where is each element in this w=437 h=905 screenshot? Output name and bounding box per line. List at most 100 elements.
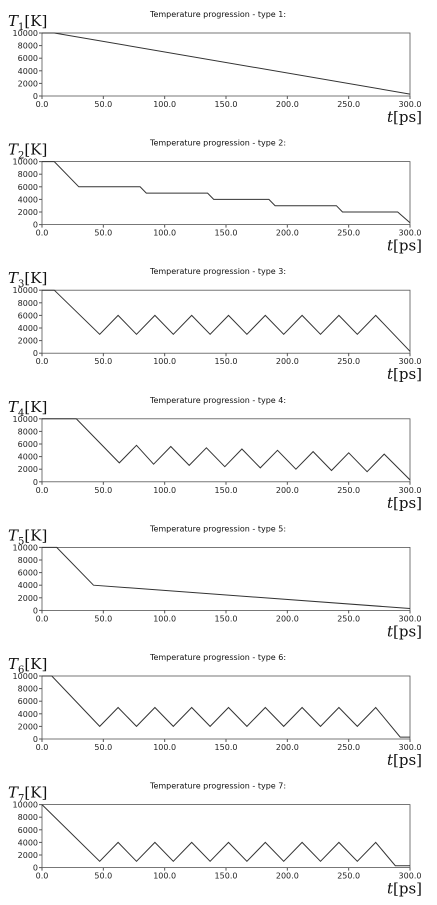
x-tick-label: 0.0 <box>36 872 49 881</box>
x-tick-label: 0.0 <box>36 357 49 366</box>
y-label-subscript: 6 <box>18 665 24 676</box>
y-tick-label: 10000 <box>13 29 38 38</box>
x-axis-label: t[ps] <box>387 622 422 640</box>
chart-title: Temperature progression - type 2: <box>149 139 286 148</box>
y-label-subscript: 4 <box>18 408 24 419</box>
x-tick-label: 0.0 <box>36 486 49 495</box>
y-label-symbol: T <box>8 398 19 416</box>
y-tick-label: 10000 <box>13 672 38 681</box>
x-tick-label: 200.0 <box>276 229 299 238</box>
x-label-unit: [ps] <box>393 237 422 255</box>
x-label-unit: [ps] <box>393 365 422 383</box>
x-tick-label: 50.0 <box>94 486 112 495</box>
y-tick-label: 10000 <box>13 158 38 167</box>
y-tick-label: 2000 <box>18 208 38 217</box>
chart: Temperature progression - type 6:T6[K]t[… <box>8 653 422 769</box>
x-label-unit: [ps] <box>393 622 422 640</box>
x-tick-label: 50.0 <box>94 872 112 881</box>
chart: Temperature progression - type 2:T2[K]t[… <box>8 139 422 255</box>
y-label-symbol: T <box>8 526 19 544</box>
x-axis-label: t[ps] <box>387 237 422 255</box>
chart-title: Temperature progression - type 7: <box>149 782 286 791</box>
plot-frame <box>41 161 411 226</box>
y-tick-label: 0 <box>33 864 38 873</box>
y-tick-label: 10000 <box>13 286 38 295</box>
y-axis-label: T5[K] <box>8 526 47 547</box>
y-tick-label: 0 <box>33 92 38 101</box>
y-tick-label: 8000 <box>18 556 38 565</box>
x-tick-label: 0.0 <box>36 743 49 752</box>
plot-frame <box>41 675 411 740</box>
x-label-symbol: t <box>387 494 394 512</box>
x-tick-label: 100.0 <box>153 743 176 752</box>
x-tick-label: 100.0 <box>153 357 176 366</box>
x-axis-label: t[ps] <box>387 751 422 769</box>
y-tick-label: 10000 <box>13 415 38 424</box>
y-axis-label: T4[K] <box>8 398 47 419</box>
x-tick-label: 100.0 <box>153 872 176 881</box>
x-tick-label: 300.0 <box>399 100 422 109</box>
y-label-symbol: T <box>8 269 19 287</box>
y-tick-label: 0 <box>33 478 38 487</box>
x-label-unit: [ps] <box>393 494 422 512</box>
y-tick-label: 10000 <box>13 543 38 552</box>
x-tick-label: 50.0 <box>94 100 112 109</box>
y-label-subscript: 5 <box>18 536 24 547</box>
y-label-unit: [K] <box>24 269 47 287</box>
x-tick-label: 100.0 <box>153 486 176 495</box>
y-axis-label: T7[K] <box>8 784 47 805</box>
x-tick-label: 50.0 <box>94 229 112 238</box>
x-tick-label: 250.0 <box>337 357 360 366</box>
x-tick-label: 250.0 <box>337 486 360 495</box>
x-tick-label: 200.0 <box>276 357 299 366</box>
plot-frame <box>41 289 411 354</box>
y-tick-label: 4000 <box>18 838 38 847</box>
y-tick-label: 2000 <box>18 337 38 346</box>
y-label-symbol: T <box>8 12 19 30</box>
x-tick-label: 100.0 <box>153 100 176 109</box>
plot-frame <box>41 418 411 483</box>
temperature-line <box>42 161 411 224</box>
y-axis-label: T3[K] <box>8 269 47 290</box>
y-tick-label: 8000 <box>18 813 38 822</box>
temperature-line <box>42 546 411 609</box>
chart-title: Temperature progression - type 6: <box>149 653 286 662</box>
y-tick-label: 4000 <box>18 67 38 76</box>
x-tick-label: 200.0 <box>276 872 299 881</box>
y-tick-label: 8000 <box>18 427 38 436</box>
y-tick-label: 8000 <box>18 299 38 308</box>
y-label-subscript: 3 <box>18 279 24 290</box>
x-tick-label: 300.0 <box>399 872 422 881</box>
y-tick-label: 4000 <box>18 453 38 462</box>
y-tick-label: 6000 <box>18 697 38 706</box>
temperature-line <box>41 804 410 867</box>
x-tick-label: 300.0 <box>399 357 422 366</box>
y-tick-label: 0 <box>33 221 38 230</box>
x-label-symbol: t <box>387 751 394 769</box>
x-tick-label: 50.0 <box>94 614 112 623</box>
x-tick-label: 250.0 <box>337 100 360 109</box>
y-label-symbol: T <box>8 784 19 802</box>
chart: Temperature progression - type 4: T4[K] t[… <box>8 396 422 512</box>
y-tick-label: 6000 <box>18 311 38 320</box>
x-tick-label: 250.0 <box>337 229 360 238</box>
x-tick-label: 150.0 <box>215 614 238 623</box>
x-label-unit: [ps] <box>393 108 422 126</box>
y-tick-label: 6000 <box>18 826 38 835</box>
temperature-line <box>42 418 411 481</box>
x-label-symbol: t <box>387 237 394 255</box>
y-label-unit: [K] <box>24 655 47 673</box>
y-tick-label: 2000 <box>18 79 38 88</box>
x-label-symbol: t <box>387 880 394 898</box>
x-tick-label: 250.0 <box>337 872 360 881</box>
plot-frame <box>41 32 411 97</box>
x-tick-label: 300.0 <box>399 614 422 623</box>
y-label-unit: [K] <box>24 526 47 544</box>
x-tick-label: 0.0 <box>36 229 49 238</box>
chart-title: Temperature progression - type 4: <box>149 396 286 405</box>
x-tick-label: 200.0 <box>276 614 299 623</box>
x-label-unit: [ps] <box>393 751 422 769</box>
temperature-line <box>42 289 411 352</box>
x-tick-label: 150.0 <box>215 357 238 366</box>
